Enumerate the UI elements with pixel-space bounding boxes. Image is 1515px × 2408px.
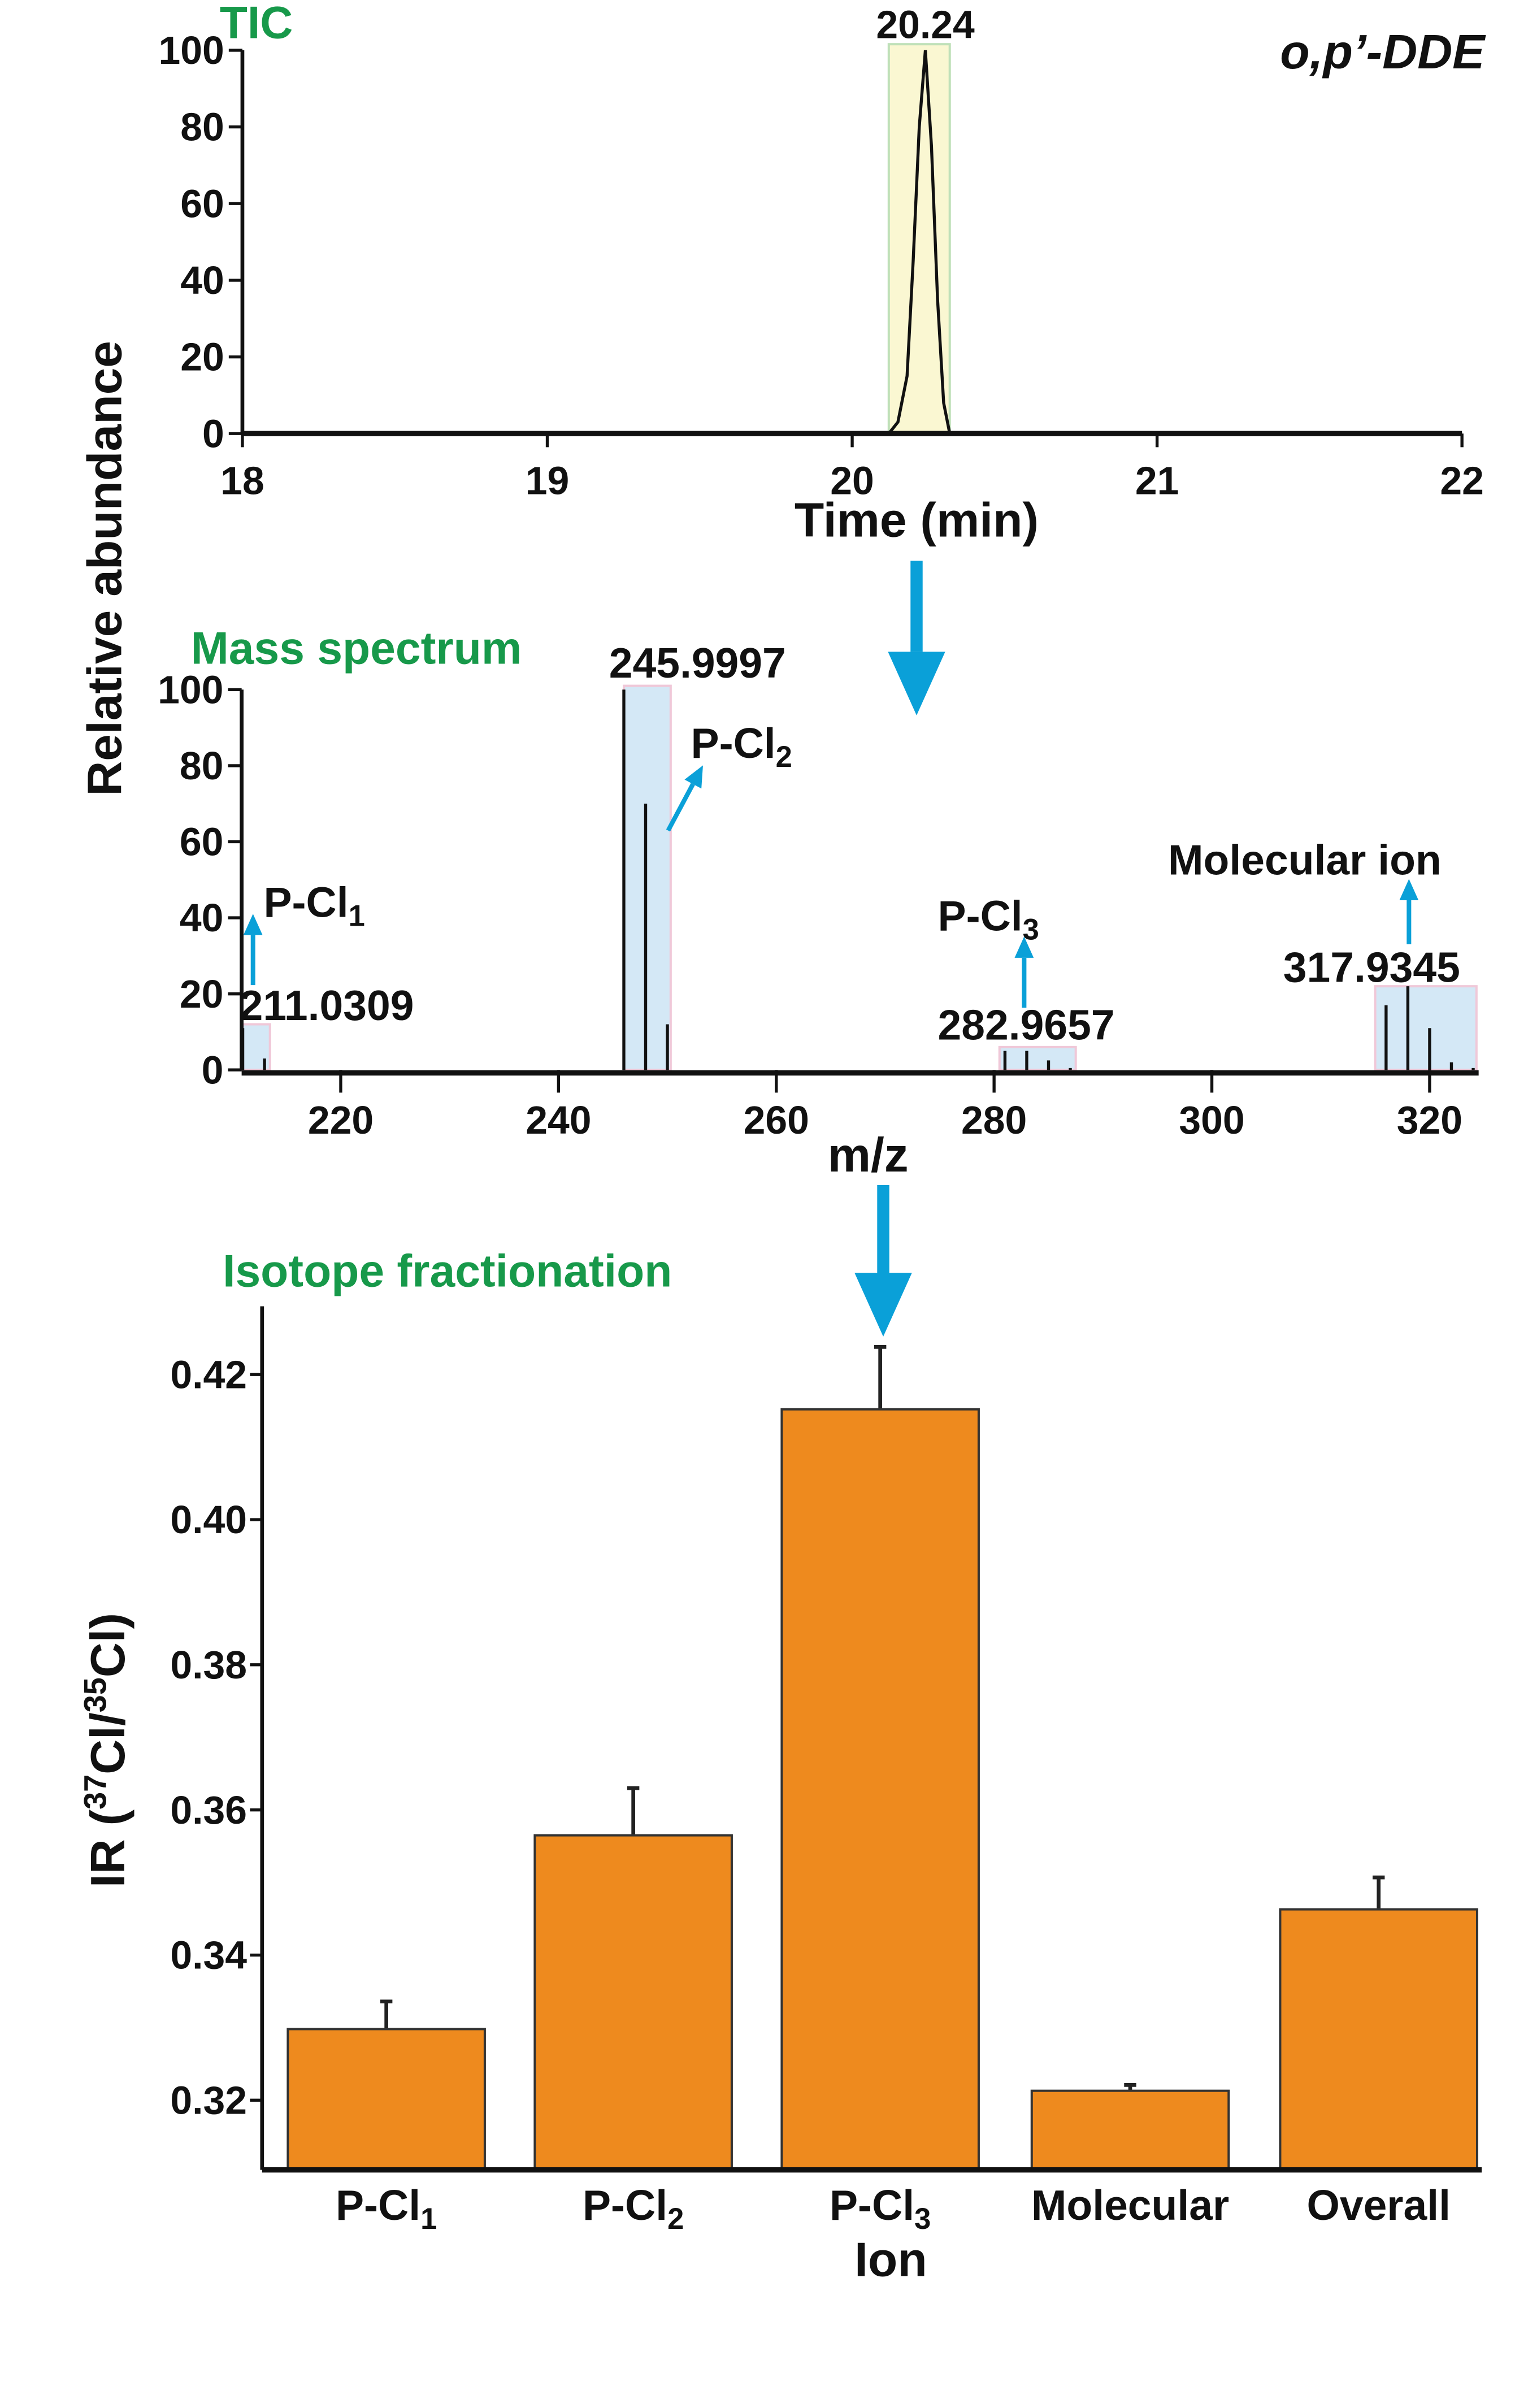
ir-x-tick-label: Overall — [1306, 2181, 1450, 2229]
tic-chart: 0 20 40 60 80 100 18 19 20 21 22 Time (min) TIC 20.24… — [159, 0, 1487, 548]
ms-y-tick-label: 80 — [180, 744, 224, 788]
ir-bar — [1279, 1908, 1478, 2171]
ms-highlight-box — [1374, 985, 1478, 1071]
ir-x-tick-label-sub: 2 — [667, 2202, 684, 2236]
tic-x-tick-label: 20 — [830, 458, 874, 502]
annotations: Relative abundance — [77, 341, 945, 1337]
ms-y-tick-label: 20 — [180, 972, 224, 1016]
ir-title: Isotope fractionation — [223, 1246, 672, 1297]
ms-arrow-p-cl1-head — [243, 914, 263, 935]
ms-mz-label: 317.9345 — [1283, 944, 1460, 991]
ms-y-tick-label: 0 — [202, 1048, 224, 1092]
ms-mz-label: 245.9997 — [609, 639, 786, 687]
tic-x-tick-label: 18 — [220, 458, 264, 502]
tic-x-tick-label: 21 — [1135, 458, 1179, 502]
isotope-fractionation-chart: P-Cl1 P-Cl2 P-Cl3 Molecular Overall0.320.340… — [78, 1246, 1482, 2286]
ir-y-tick-label: 0.38 — [170, 1643, 247, 1687]
ms-ion-label: P-Cl2 — [691, 719, 792, 774]
ir-x-tick-label: P-Cl2 — [583, 2181, 684, 2236]
mass-spectrum-chart: 0 20 40 60 80 100 220 240 260 280 300 320 m/z Mass sp… — [158, 623, 1479, 1182]
ms-ion-label-sub: 1 — [349, 900, 365, 933]
tic-x-tick-label: 19 — [526, 458, 570, 502]
ir-x-tick-label-sub: 3 — [914, 2202, 931, 2236]
ms-ion-label-main: P-Cl — [263, 878, 348, 926]
tic-trace — [242, 50, 1462, 435]
ms-x-tick-label: 320 — [1397, 1098, 1462, 1142]
compound-label: o,p’-DDE — [1280, 25, 1486, 79]
ms-arrow-p-cl2-head — [684, 765, 703, 789]
tic-y-tick-label: 20 — [180, 335, 224, 379]
ir-ylabel-post: Cl) — [81, 1613, 135, 1677]
ms-x-tick-label: 240 — [526, 1098, 591, 1142]
ir-x-tick-label-main: Overall — [1306, 2181, 1450, 2229]
ms-y-tick-label: 100 — [158, 667, 223, 711]
ms-y-tick-label: 60 — [180, 820, 224, 864]
ms-highlight-box — [622, 684, 672, 1071]
ir-ylabel-mid: Cl/ — [81, 1712, 135, 1774]
tic-y-tick-label: 0 — [202, 411, 224, 455]
ir-y-tick-label: 0.32 — [170, 2078, 247, 2122]
ms-highlight-box — [998, 1045, 1077, 1071]
ir-bar — [286, 2028, 486, 2171]
ir-x-tick-label-main: Molecular — [1031, 2181, 1229, 2229]
ms-x-tick-label: 260 — [744, 1098, 809, 1142]
tic-y-tick-label: 60 — [180, 181, 224, 225]
tic-title: TIC — [220, 0, 293, 48]
ms-ion-label-main: P-Cl — [938, 892, 1023, 940]
ms-ion-label: P-Cl3 — [938, 892, 1039, 947]
ir-x-tick-label-sub: 1 — [420, 2202, 437, 2236]
ir-bar — [1030, 2089, 1230, 2171]
ir-x-tick-label: P-Cl3 — [830, 2181, 931, 2236]
tic-y-tick-label: 100 — [159, 28, 224, 72]
tic-y-tick-label: 40 — [180, 258, 224, 302]
ir-y-tick-label: 0.42 — [170, 1352, 247, 1396]
ms-ion-label: P-Cl1 — [263, 878, 364, 932]
ir-x-tick-label: P-Cl1 — [336, 2181, 437, 2236]
ms-ion-label: Molecular ion — [1168, 836, 1442, 883]
shared-y-axis-label: Relative abundance — [77, 341, 132, 796]
ms-x-tick-label: 300 — [1179, 1098, 1244, 1142]
ms-arrow-p-cl3-head — [1014, 936, 1034, 958]
ir-y-tick-label: 0.40 — [170, 1498, 247, 1542]
ir-x-tick-label-main: P-Cl — [583, 2181, 667, 2229]
ms-y-tick-label: 40 — [180, 896, 224, 940]
ms-ion-label-sub: 2 — [776, 740, 792, 774]
ms-ion-label-main: P-Cl — [691, 719, 776, 767]
ir-x-tick-label: Molecular — [1031, 2181, 1229, 2229]
ms-mz-label: 211.0309 — [240, 982, 414, 1029]
flow-arrow-ms-to-ir-head — [854, 1273, 912, 1337]
ir-bar — [780, 1408, 980, 2171]
ms-mz-label: 282.9657 — [938, 1001, 1115, 1049]
ms-arrow-p-cl2-shaft — [666, 783, 695, 832]
ms-x-tick-label: 220 — [308, 1098, 374, 1142]
ir-bar — [533, 1834, 733, 2171]
ms-arrow-molecular-head — [1399, 879, 1419, 900]
ir-x-tick-label-main: P-Cl — [336, 2181, 420, 2229]
ms-ion-label-main: Molecular ion — [1168, 836, 1442, 883]
ir-x-axis-label: Ion — [854, 2232, 927, 2286]
tic-x-axis-label: Time (min) — [795, 493, 1039, 548]
ir-x-tick-label-main: P-Cl — [830, 2181, 914, 2229]
flow-arrow-tic-to-ms-head — [888, 652, 945, 715]
ir-ylabel-sup: 37 — [78, 1774, 113, 1810]
ms-x-tick-label: 280 — [961, 1098, 1027, 1142]
ir-y-axis-label: IR (37Cl/35Cl) — [78, 1613, 135, 1888]
ir-ylabel-pre: IR ( — [81, 1809, 135, 1888]
ir-ylabel-sup: 35 — [78, 1677, 113, 1712]
tic-y-tick-label: 80 — [180, 105, 224, 149]
ir-y-tick-label: 0.36 — [170, 1788, 247, 1832]
ir-y-tick-label: 0.34 — [170, 1933, 247, 1977]
ms-title: Mass spectrum — [191, 623, 522, 674]
ms-x-axis-label: m/z — [828, 1128, 909, 1182]
tic-x-tick-label: 22 — [1440, 458, 1484, 502]
tic-peak-label: 20.24 — [876, 2, 975, 46]
